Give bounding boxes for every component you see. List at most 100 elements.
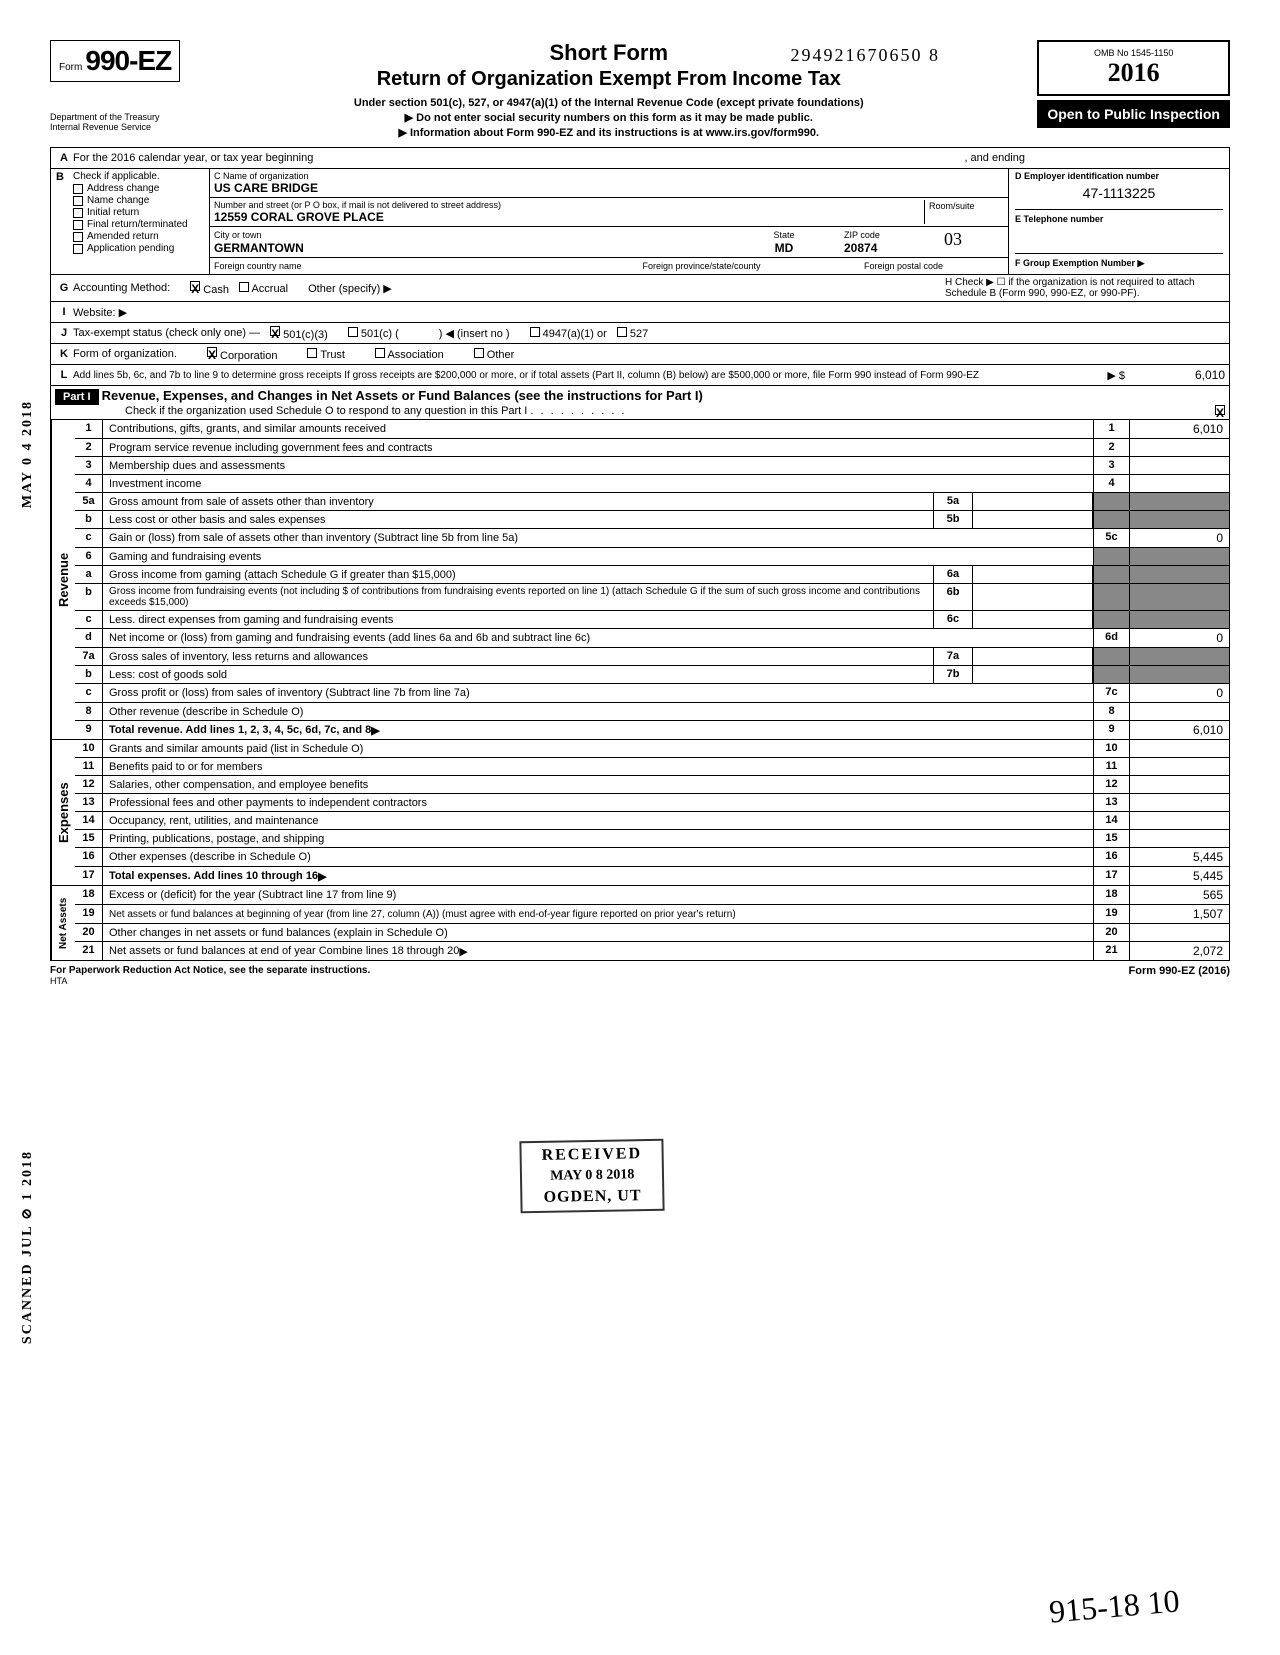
zip-label: ZIP code [844,230,880,240]
cb-amended[interactable] [73,232,83,242]
rnum-20: 20 [1093,924,1129,941]
cb-name-change[interactable] [73,196,83,206]
val-20 [1129,924,1229,941]
cb-label-4: Amended return [87,231,159,242]
shaded-val-7a [1129,648,1229,665]
sub-6b: 6b [933,584,973,610]
received-stamp: RECEIVED MAY 0 8 2018 OGDEN, UT [519,1139,665,1214]
cb-4947[interactable] [530,327,540,337]
num-7b: b [75,666,103,683]
num-21: 21 [75,942,103,960]
527-label: 527 [630,328,648,340]
num-6d: d [75,629,103,647]
desc-7c: Gross profit or (loss) from sales of inv… [103,684,1093,702]
label-g: G [55,280,73,296]
revenue-vert-label: Revenue [51,420,75,739]
desc-5a: Gross amount from sale of assets other t… [103,493,933,510]
desc-6b: Gross income from fundraising events (no… [103,584,933,610]
assoc-label: Association [387,349,443,361]
cb-501c3[interactable]: X [270,326,280,336]
cb-501c[interactable] [348,327,358,337]
cb-schedule-o[interactable]: X [1215,405,1225,415]
accrual-label: Accrual [251,283,288,295]
num-6c: c [75,611,103,628]
rnum-9: 9 [1093,721,1129,739]
insert-no: ) ◀ (insert no ) [439,327,510,340]
subval-5b [973,511,1093,528]
desc-11: Benefits paid to or for members [103,758,1093,775]
rnum-12: 12 [1093,776,1129,793]
rnum-11: 11 [1093,758,1129,775]
line-a-text: For the 2016 calendar year, or tax year … [73,152,313,164]
num-7c: c [75,684,103,702]
cb-527[interactable] [617,327,627,337]
desc-18: Excess or (deficit) for the year (Subtra… [103,886,1093,904]
open-public-badge: Open to Public Inspection [1037,100,1230,128]
omb-number: OMB No 1545-1150 [1049,48,1218,58]
desc-2: Program service revenue including govern… [103,439,1093,456]
label-j: J [55,325,73,341]
cb-accrual[interactable] [239,282,249,292]
footer-text: For Paperwork Reduction Act Notice, see … [50,965,370,976]
foreign-postal-label: Foreign postal code [864,261,943,271]
val-21: 2,072 [1129,942,1229,960]
val-19: 1,507 [1129,905,1229,923]
num-6a: a [75,566,103,583]
foreign-prov-label: Foreign province/state/county [642,261,760,271]
return-subtitle: Return of Organization Exempt From Incom… [190,68,1027,91]
received-location: OGDEN, UT [542,1187,643,1207]
part1-check-text: Check if the organization used Schedule … [125,405,527,417]
subval-7a [973,648,1093,665]
cb-label-2: Initial return [87,207,139,218]
addr-value: 12559 CORAL GROVE PLACE [214,210,924,224]
num-13: 13 [75,794,103,811]
trust-label: Trust [320,349,345,361]
sub-7a: 7a [933,648,973,665]
4947-label: 4947(a)(1) or [543,328,607,340]
dept-treasury: Department of the TreasuryInternal Reven… [50,112,180,132]
rnum-7c: 7c [1093,684,1129,702]
cb-app-pending[interactable] [73,244,83,254]
cb-label-0: Address change [87,183,159,194]
desc-6d: Net income or (loss) from gaming and fun… [103,629,1093,647]
rnum-10: 10 [1093,740,1129,757]
cb-corp[interactable]: X [207,347,217,357]
desc-14: Occupancy, rent, utilities, and maintena… [103,812,1093,829]
cb-initial-return[interactable] [73,208,83,218]
num-5c: c [75,529,103,547]
label-b: B [51,169,69,274]
num-10: 10 [75,740,103,757]
num-3: 3 [75,457,103,474]
desc-20: Other changes in net assets or fund bala… [103,924,1093,941]
form-org-label: Form of organization. [73,348,177,360]
cb-cash[interactable]: X [190,281,200,291]
acct-method-label: Accounting Method: [73,282,170,294]
num-6: 6 [75,548,103,565]
cb-other[interactable] [474,348,484,358]
shaded-val-6b [1129,584,1229,610]
sub-6a: 6a [933,566,973,583]
shaded-6 [1093,548,1129,565]
cb-trust[interactable] [307,348,317,358]
cb-label-1: Name change [87,195,149,206]
num-4: 4 [75,475,103,492]
sub-5b: 5b [933,511,973,528]
val-1: 6,010 [1129,420,1229,438]
desc-10: Grants and similar amounts paid (list in… [103,740,1093,757]
cb-address-change[interactable] [73,184,83,194]
rnum-2: 2 [1093,439,1129,456]
cb-final-return[interactable] [73,220,83,230]
other-specify: Other (specify) ▶ [308,282,392,295]
cb-assoc[interactable] [375,348,385,358]
val-16: 5,445 [1129,848,1229,866]
val-3 [1129,457,1229,474]
cash-label: Cash [203,284,229,296]
val-6d: 0 [1129,629,1229,647]
desc-5c: Gain or (loss) from sale of assets other… [103,529,1093,547]
under-section: Under section 501(c), 527, or 4947(a)(1)… [190,97,1027,109]
501c3-label: 501(c)(3) [283,329,328,341]
shaded-6a [1093,566,1129,583]
form-number: 990-EZ [85,45,171,76]
line-a-end: , and ending [964,152,1025,164]
num-20: 20 [75,924,103,941]
